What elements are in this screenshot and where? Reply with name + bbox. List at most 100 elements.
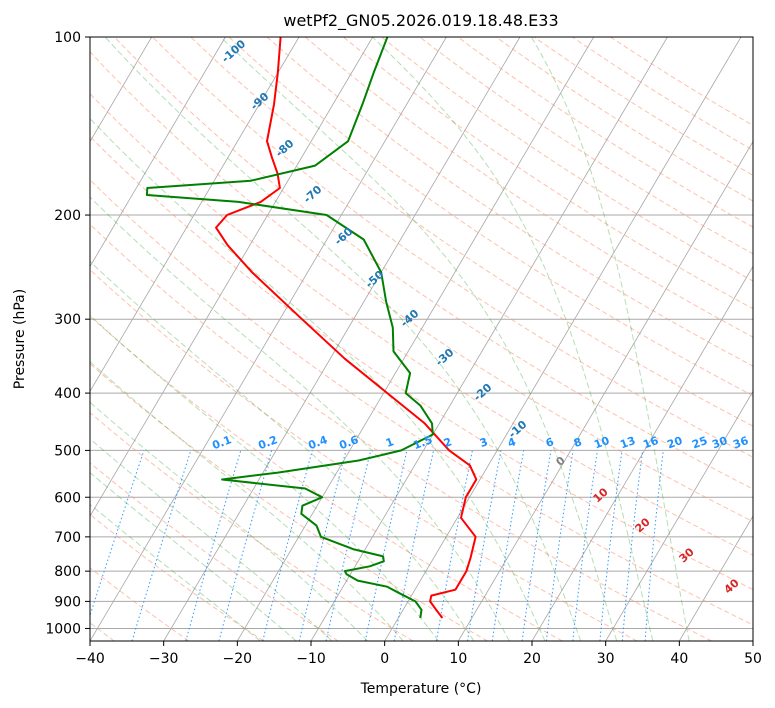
plot-frame xyxy=(89,36,754,642)
mixing-ratio-line xyxy=(572,450,598,641)
mixing-ratio-label: 0.1 xyxy=(210,433,233,452)
isotherm-line xyxy=(384,37,742,641)
mixing-ratio-label: 2 xyxy=(442,435,454,450)
mixing-ratio-line xyxy=(185,450,242,641)
moist-adiabat-line xyxy=(90,260,475,641)
isotherm-line xyxy=(678,515,753,641)
mixing-ratio-label: 13 xyxy=(618,434,637,451)
y-tick-label: 1000 xyxy=(45,621,81,637)
isotherm-line xyxy=(90,37,226,268)
y-tick-label: 600 xyxy=(54,490,81,506)
x-tick-label: −10 xyxy=(296,651,326,667)
mixing-ratio-label: 16 xyxy=(641,434,660,452)
y-axis-label: Pressure (hPa) xyxy=(12,289,28,389)
dry-adiabat-line xyxy=(90,179,753,626)
isotherm-line xyxy=(457,140,753,641)
mixing-ratio-label: 0.6 xyxy=(337,433,360,452)
x-tick-label: 50 xyxy=(744,651,762,667)
mixing-ratio-line xyxy=(521,450,552,641)
x-axis-label: Temperature (°C) xyxy=(360,681,482,697)
isotherm-line xyxy=(605,390,753,641)
moist-adiabat-line xyxy=(90,360,404,641)
isotherm-line xyxy=(531,265,753,641)
y-tick-label: 200 xyxy=(54,208,81,224)
chart-title: wetPf2_GN05.2026.019.18.48.E33 xyxy=(283,11,558,31)
mixing-ratio-label: 0.2 xyxy=(256,433,279,452)
dry-adiabat-line xyxy=(90,135,753,591)
mixing-ratio-line xyxy=(545,450,574,641)
moist-adiabat-line xyxy=(90,117,546,641)
mixing-ratio-label: 20 xyxy=(665,434,684,452)
mixing-ratio-line xyxy=(393,450,435,641)
mixing-ratio-label: 6 xyxy=(544,435,556,450)
mixing-ratio-line xyxy=(467,450,502,641)
mixing-ratio-line xyxy=(90,450,145,617)
isotherm-line xyxy=(163,37,521,641)
mixing-ratio-label: 30 xyxy=(710,434,729,452)
moist-adiabat-line xyxy=(530,37,690,641)
dry-adiabat-line xyxy=(381,37,753,282)
background-lines xyxy=(90,37,753,641)
mixing-ratio-line xyxy=(262,450,313,641)
dewpoint-profile-line xyxy=(145,37,434,619)
dry-adiabat-line xyxy=(533,37,753,176)
dry-adiabat-line xyxy=(90,411,414,641)
mixing-ratio-line xyxy=(491,450,525,641)
isotherm-line xyxy=(90,37,374,517)
y-tick-label: 400 xyxy=(54,386,81,402)
mixing-ratio-line xyxy=(435,450,473,641)
y-tick-label: 700 xyxy=(54,530,81,546)
dry-adiabat-line xyxy=(90,51,753,523)
y-tick-label: 900 xyxy=(54,594,81,610)
dry-adiabat-line xyxy=(90,363,488,641)
y-tick-label: 300 xyxy=(54,312,81,328)
y-tick-label: 100 xyxy=(54,30,81,46)
dry-adiabat-line xyxy=(90,462,339,641)
moist-adiabat-line xyxy=(90,472,297,641)
dry-adiabat-line xyxy=(228,37,753,397)
dry-adiabat-line xyxy=(266,37,753,367)
temperature-profile-line xyxy=(215,37,478,619)
dry-adiabat-line xyxy=(419,37,753,255)
isotherm-line xyxy=(90,37,153,143)
isotherm-line xyxy=(90,37,300,393)
mixing-ratio-line xyxy=(325,450,372,641)
isotherm-line xyxy=(90,37,447,641)
dry-adiabat-line xyxy=(152,37,753,458)
mixing-ratio-label: 8 xyxy=(572,435,584,450)
dry-adiabat-line xyxy=(304,37,753,338)
mixing-ratio-line xyxy=(364,450,408,641)
isotherm-line xyxy=(236,37,595,641)
x-tick-label: −20 xyxy=(223,651,253,667)
mixing-ratio-label: 3 xyxy=(478,435,490,450)
mixing-ratio-label: 36 xyxy=(731,434,750,452)
mixing-ratio-label: 1 xyxy=(384,435,396,450)
y-tick-label: 500 xyxy=(54,443,81,459)
moist-adiabat-line xyxy=(90,401,369,641)
x-tick-label: 0 xyxy=(380,651,389,667)
y-tick-label: 800 xyxy=(54,564,81,580)
mixing-ratio-line xyxy=(218,450,273,641)
x-tick-label: 10 xyxy=(449,651,467,667)
mixing-ratio-label: 1.5 xyxy=(411,433,434,452)
axis-ticks: −40 −30 −20 −10 0 10 20 30 40 5010020030040050060… xyxy=(45,30,762,667)
mixing-ratio-label: 10 xyxy=(592,434,611,452)
mixing-ratio-line xyxy=(131,450,192,641)
x-tick-label: −30 xyxy=(149,651,179,667)
moist-adiabat-line xyxy=(90,503,261,641)
mixing-ratio-label: 25 xyxy=(690,434,709,451)
dry-adiabat-line xyxy=(90,315,563,641)
x-tick-label: 40 xyxy=(670,651,688,667)
dry-adiabat-line xyxy=(190,37,753,427)
dry-adiabat-line xyxy=(495,37,753,202)
x-tick-label: −40 xyxy=(75,651,105,667)
x-tick-label: 20 xyxy=(523,651,541,667)
moist-adiabat-line xyxy=(90,196,510,641)
mixing-ratio-label: 0.4 xyxy=(306,433,329,452)
mixing-ratio-line xyxy=(298,450,347,641)
dry-adiabat-line xyxy=(90,92,753,556)
mixing-ratio-label: 4 xyxy=(506,435,518,450)
profile-lines xyxy=(145,37,478,619)
